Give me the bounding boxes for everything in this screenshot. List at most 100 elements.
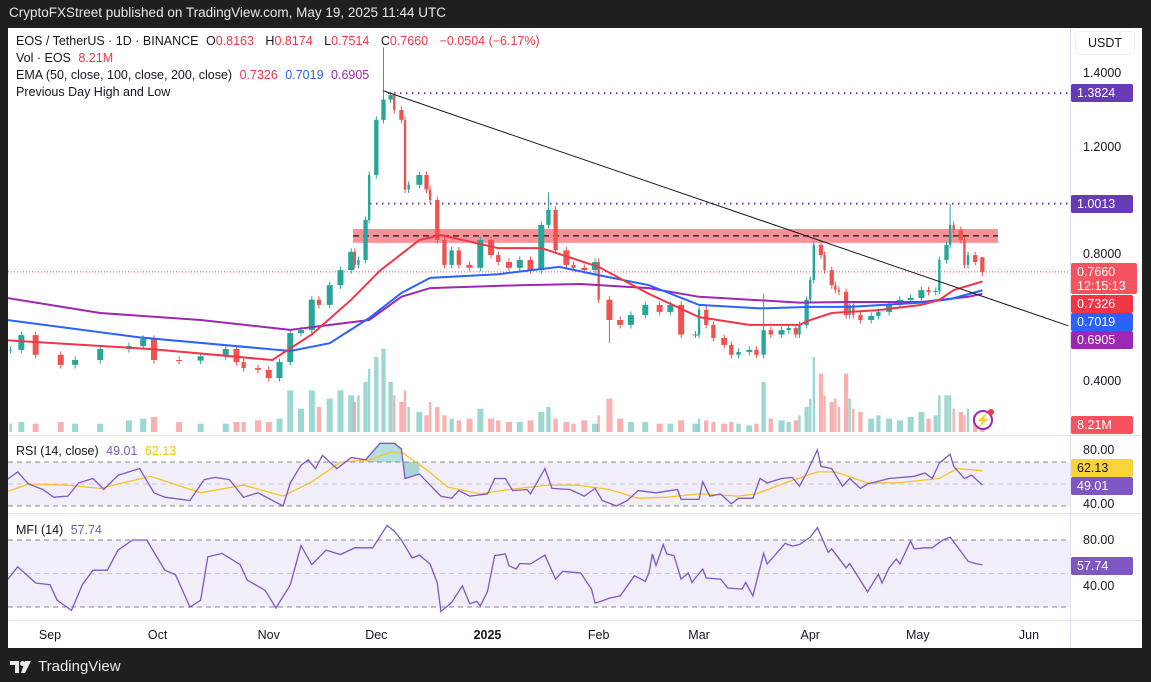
candle-body xyxy=(197,356,204,361)
volume-bar xyxy=(176,422,183,432)
candle-body xyxy=(721,337,728,345)
volume-bar xyxy=(563,422,570,432)
volume-bar xyxy=(754,423,759,432)
pdhl-label[interactable]: Previous Day High and Low xyxy=(16,85,171,99)
candle-body xyxy=(428,189,432,200)
volume-bar xyxy=(477,408,484,432)
price-tick: 0.4000 xyxy=(1083,374,1122,388)
volume-bar xyxy=(848,398,851,432)
candle-body xyxy=(868,315,875,320)
volume-bar xyxy=(363,382,368,432)
candle-body xyxy=(407,184,410,190)
candle-body xyxy=(837,290,841,292)
volume-bar xyxy=(32,423,39,432)
candle-body xyxy=(823,255,826,271)
volume-bar xyxy=(435,407,440,432)
volume-label[interactable]: Vol · EOS xyxy=(16,51,71,65)
volume-bar xyxy=(837,407,841,432)
candle-body xyxy=(488,239,495,256)
volume-bar xyxy=(506,422,513,432)
candle-body xyxy=(516,259,523,268)
volume-bar xyxy=(516,422,523,432)
mfi-label[interactable]: MFI (14) xyxy=(16,523,64,537)
candle-body xyxy=(381,99,386,120)
candle-body xyxy=(222,349,229,357)
volume-bar xyxy=(571,423,576,432)
volume-bar xyxy=(642,422,649,432)
time-tick-label: Nov xyxy=(258,628,281,642)
candle-body xyxy=(907,297,914,300)
candle-body xyxy=(57,354,64,365)
volume-bar xyxy=(692,423,699,432)
currency-button[interactable]: USDT xyxy=(1075,31,1135,55)
volume-bar xyxy=(952,408,955,432)
volume-bar xyxy=(97,423,104,432)
volume-bar xyxy=(353,402,357,432)
volume-bar xyxy=(858,412,863,432)
candle-body xyxy=(456,250,461,265)
candle-body xyxy=(829,270,834,286)
volume-bar xyxy=(627,422,634,432)
candle-body xyxy=(449,250,454,265)
candle-body xyxy=(656,304,663,312)
volume-bar xyxy=(697,418,701,432)
candle-body xyxy=(804,299,809,325)
candle-body xyxy=(958,230,963,240)
chart-panel[interactable] xyxy=(8,28,1142,648)
volume-bar xyxy=(944,395,949,432)
tradingview-logo: TradingView xyxy=(10,658,121,675)
mfi-pane[interactable] xyxy=(7,524,1070,613)
candle-body xyxy=(477,239,484,268)
candle-body xyxy=(9,349,12,351)
volume-bar xyxy=(326,398,333,432)
legend-volume-row: Vol · EOS 8.21M xyxy=(16,51,117,65)
volume-bar xyxy=(488,418,495,432)
volume-bar xyxy=(197,423,204,432)
rsi-tick: 40.00 xyxy=(1083,497,1115,511)
publish-info: CryptoFXStreet published on TradingView.… xyxy=(9,5,446,20)
lightning-icon[interactable]: ⚡ xyxy=(973,409,994,430)
ema200-line xyxy=(8,282,983,331)
ema-label[interactable]: EMA (50, close, 100, close, 200, close) xyxy=(16,68,233,82)
volume-bar xyxy=(222,423,229,432)
rsi-pane[interactable] xyxy=(7,442,1070,507)
volume-bar xyxy=(456,420,461,432)
volume-bar xyxy=(381,348,386,432)
volume-bar xyxy=(786,422,791,432)
candle-body xyxy=(678,304,685,335)
prev-low-badge: 1.0013 xyxy=(1071,195,1133,213)
candle-body xyxy=(918,290,925,298)
volume-bar xyxy=(778,420,785,432)
volume-bar xyxy=(428,402,432,432)
candle-body xyxy=(424,175,429,190)
volume-bar xyxy=(276,418,283,432)
candle-body xyxy=(963,239,966,265)
candle-body xyxy=(298,330,305,334)
price-pane[interactable] xyxy=(7,47,1070,432)
open-value: 0.8163 xyxy=(215,34,254,48)
candle-body xyxy=(692,334,699,336)
volume-bar xyxy=(948,395,952,432)
candle-body xyxy=(527,259,534,271)
legend-rsi-row: RSI (14, close) 49.01 62.13 xyxy=(16,444,180,458)
candle-body xyxy=(435,199,440,240)
low-label: L xyxy=(324,34,332,48)
mfi-badge: 57.74 xyxy=(1071,557,1133,575)
volume-bar xyxy=(357,395,360,432)
volume-bar xyxy=(768,418,773,432)
rsi-tick: 80.00 xyxy=(1083,443,1115,457)
volume-bar xyxy=(9,423,12,432)
volume-bar xyxy=(918,412,925,432)
symbol-title[interactable]: EOS / TetherUS · 1D · BINANCE xyxy=(16,34,199,48)
ema100-line xyxy=(8,265,983,353)
candle-body xyxy=(374,119,379,175)
candle-body xyxy=(466,264,473,268)
candle-body xyxy=(926,290,931,292)
volume-bar xyxy=(656,423,663,432)
mfi-value: 57.74 xyxy=(70,523,102,537)
mfi-tick: 80.00 xyxy=(1083,533,1115,547)
volume-bar xyxy=(399,402,404,432)
rsi-label[interactable]: RSI (14, close) xyxy=(16,444,99,458)
change-value: −0.0504 (−6.17%) xyxy=(439,34,540,48)
